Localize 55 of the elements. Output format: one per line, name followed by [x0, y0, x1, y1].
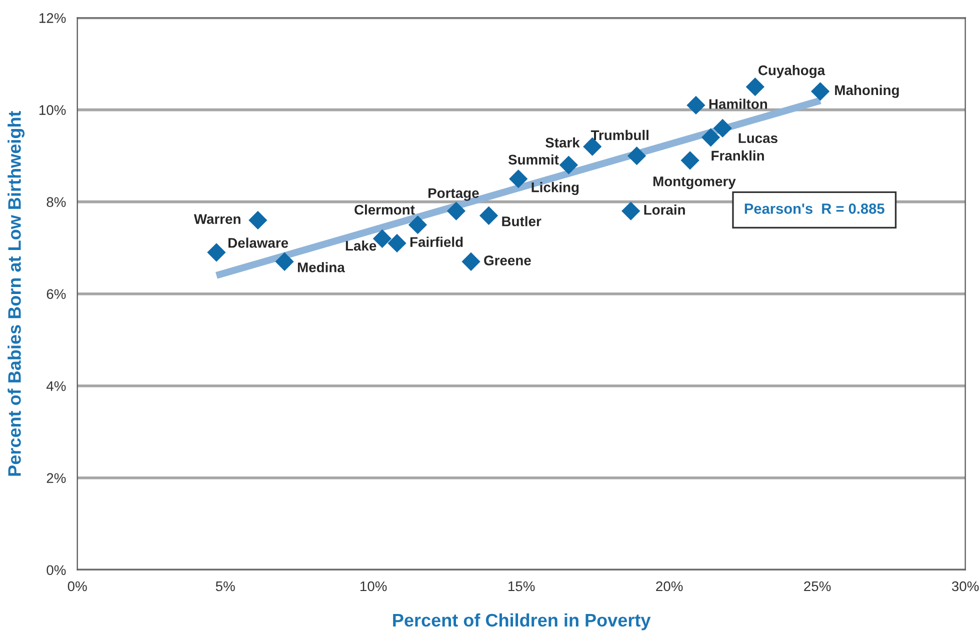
- y-tick-label: 8%: [46, 197, 66, 207]
- annotation: Delaware: [228, 238, 288, 248]
- annotation: Summit: [508, 154, 559, 165]
- point: [275, 252, 294, 271]
- y-tick-label: 10%: [39, 105, 66, 115]
- point: [207, 243, 226, 262]
- point: [388, 234, 406, 253]
- point: [559, 156, 578, 174]
- annotation: Butler: [502, 216, 542, 226]
- x-tick-label: 25%: [804, 581, 831, 592]
- point: [746, 77, 764, 96]
- point: [479, 206, 498, 225]
- x-axis-title: Percent of Children in Poverty: [393, 613, 651, 630]
- annotation: Fairfield: [410, 236, 463, 247]
- annotation: Lake: [346, 240, 376, 251]
- point: [680, 151, 700, 170]
- y-tick-label: 6%: [46, 289, 66, 299]
- point: [627, 146, 646, 166]
- annotation: Stark: [546, 137, 580, 148]
- annotation: Lucas: [738, 133, 778, 144]
- annotation: Franklin: [712, 150, 764, 161]
- point: [810, 82, 830, 101]
- annotation: Medina: [298, 262, 345, 272]
- annotation: Portage: [428, 188, 479, 201]
- point: [446, 202, 466, 220]
- point: [713, 118, 732, 138]
- y-tick-label: 12%: [39, 13, 66, 23]
- point: [248, 210, 268, 230]
- point: [622, 202, 640, 220]
- annotation: Cuyahoga: [758, 65, 826, 78]
- x-tick-label: 30%: [952, 581, 979, 592]
- annotation: Greene: [484, 256, 531, 266]
- point: [408, 216, 428, 234]
- annotation: Mahoning: [835, 84, 899, 98]
- point: [462, 252, 480, 271]
- y-axis-title: Percent of Babies Born at Low Birthweight: [8, 110, 25, 476]
- point: [509, 170, 528, 188]
- annotation: Pearson's R = 0.885: [744, 204, 884, 214]
- x-tick-label: 20%: [656, 581, 683, 592]
- x-tick-label: 0%: [68, 581, 87, 592]
- point: [686, 96, 706, 115]
- y-tick-label: 4%: [46, 381, 66, 391]
- x-tick-label: 10%: [360, 581, 387, 592]
- annotation: Clermont: [354, 204, 415, 215]
- y-tick-label: 0%: [46, 565, 66, 576]
- point: [701, 128, 720, 147]
- annotation: Warren: [194, 214, 240, 224]
- annotation: Montgomery: [653, 176, 736, 190]
- x-tick-label: 15%: [508, 581, 535, 592]
- y-tick-label: 2%: [46, 473, 66, 483]
- annotation: Licking: [532, 182, 579, 196]
- annotation: Trumbull: [590, 130, 648, 140]
- x-tick-label: 5%: [216, 581, 235, 592]
- annotation: Hamilton: [709, 98, 767, 109]
- annotation: Lorain: [644, 204, 685, 215]
